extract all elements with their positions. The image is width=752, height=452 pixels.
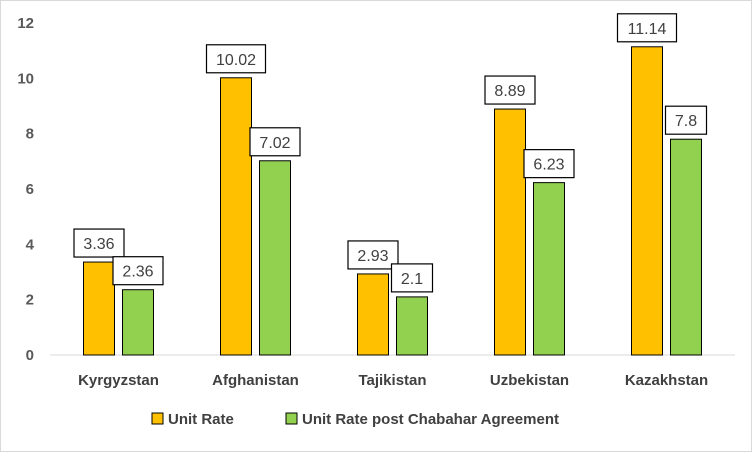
legend-swatch [151, 412, 164, 425]
y-axis-ticks: 0 2 4 6 8 10 12 [17, 15, 34, 364]
legend: Unit Rate Unit Rate post Chabahar Agreeme… [151, 411, 559, 428]
y-tick-label: 4 [26, 236, 35, 253]
bar-post-chabahar-uzbekistan [533, 182, 565, 356]
category-label: Tajikistan [358, 372, 426, 389]
data-label-box [249, 127, 301, 157]
data-label-box [205, 44, 267, 74]
data-label-box [347, 240, 399, 270]
category-label: Afghanistan [212, 372, 299, 389]
data-label-box [664, 105, 708, 135]
data-label: 2.36 [122, 264, 153, 281]
data-label-box [112, 256, 164, 286]
data-label: 11.14 [628, 21, 667, 38]
category-labels: Kyrgyzstan Afghanistan Tajikistan Uzbekista… [78, 372, 708, 389]
y-tick-label: 12 [17, 15, 34, 32]
bar-post-chabahar-kazakhstan [670, 138, 702, 356]
category-label: Kyrgyzstan [78, 372, 159, 389]
bar-unit-rate-kazakhstan [631, 46, 663, 356]
legend-label: Unit Rate post Chabahar Agreement [302, 411, 559, 428]
bar-post-chabahar-afghanistan [259, 160, 291, 356]
bar-post-chabahar-tajikistan [396, 296, 428, 356]
y-tick-label: 10 [17, 70, 34, 87]
data-label: 6.23 [533, 157, 564, 174]
data-label: 3.36 [83, 236, 114, 253]
bar-unit-rate-kyrgyzstan [83, 261, 115, 356]
bar-unit-rate-afghanistan [220, 77, 252, 356]
data-label: 7.02 [259, 135, 290, 152]
data-label-box [523, 149, 575, 179]
y-tick-label: 2 [26, 292, 34, 309]
data-label-box [390, 263, 434, 293]
category-label: Uzbekistan [490, 372, 569, 389]
data-label-box [73, 228, 125, 258]
data-label: 10.02 [216, 52, 256, 69]
data-label: 8.89 [494, 83, 525, 100]
data-label-box [484, 75, 536, 105]
bars [83, 46, 702, 356]
y-tick-label: 8 [26, 126, 34, 143]
data-label: 2.1 [401, 271, 423, 288]
y-tick-label: 0 [26, 347, 34, 364]
data-label-box [616, 13, 678, 43]
data-label: 7.8 [675, 113, 697, 130]
data-labels: 3.36 2.36 10.02 7.02 2.93 2.1 8.89 6.23 11.14 7.8 [73, 13, 708, 293]
bar-unit-rate-uzbekistan [494, 108, 526, 356]
category-label: Kazakhstan [625, 372, 708, 389]
y-tick-label: 6 [26, 181, 34, 198]
legend-label: Unit Rate [168, 411, 234, 428]
bar-post-chabahar-kyrgyzstan [122, 289, 154, 356]
data-label: 2.93 [357, 248, 388, 265]
legend-swatch [285, 412, 298, 425]
bar-unit-rate-tajikistan [357, 273, 389, 356]
